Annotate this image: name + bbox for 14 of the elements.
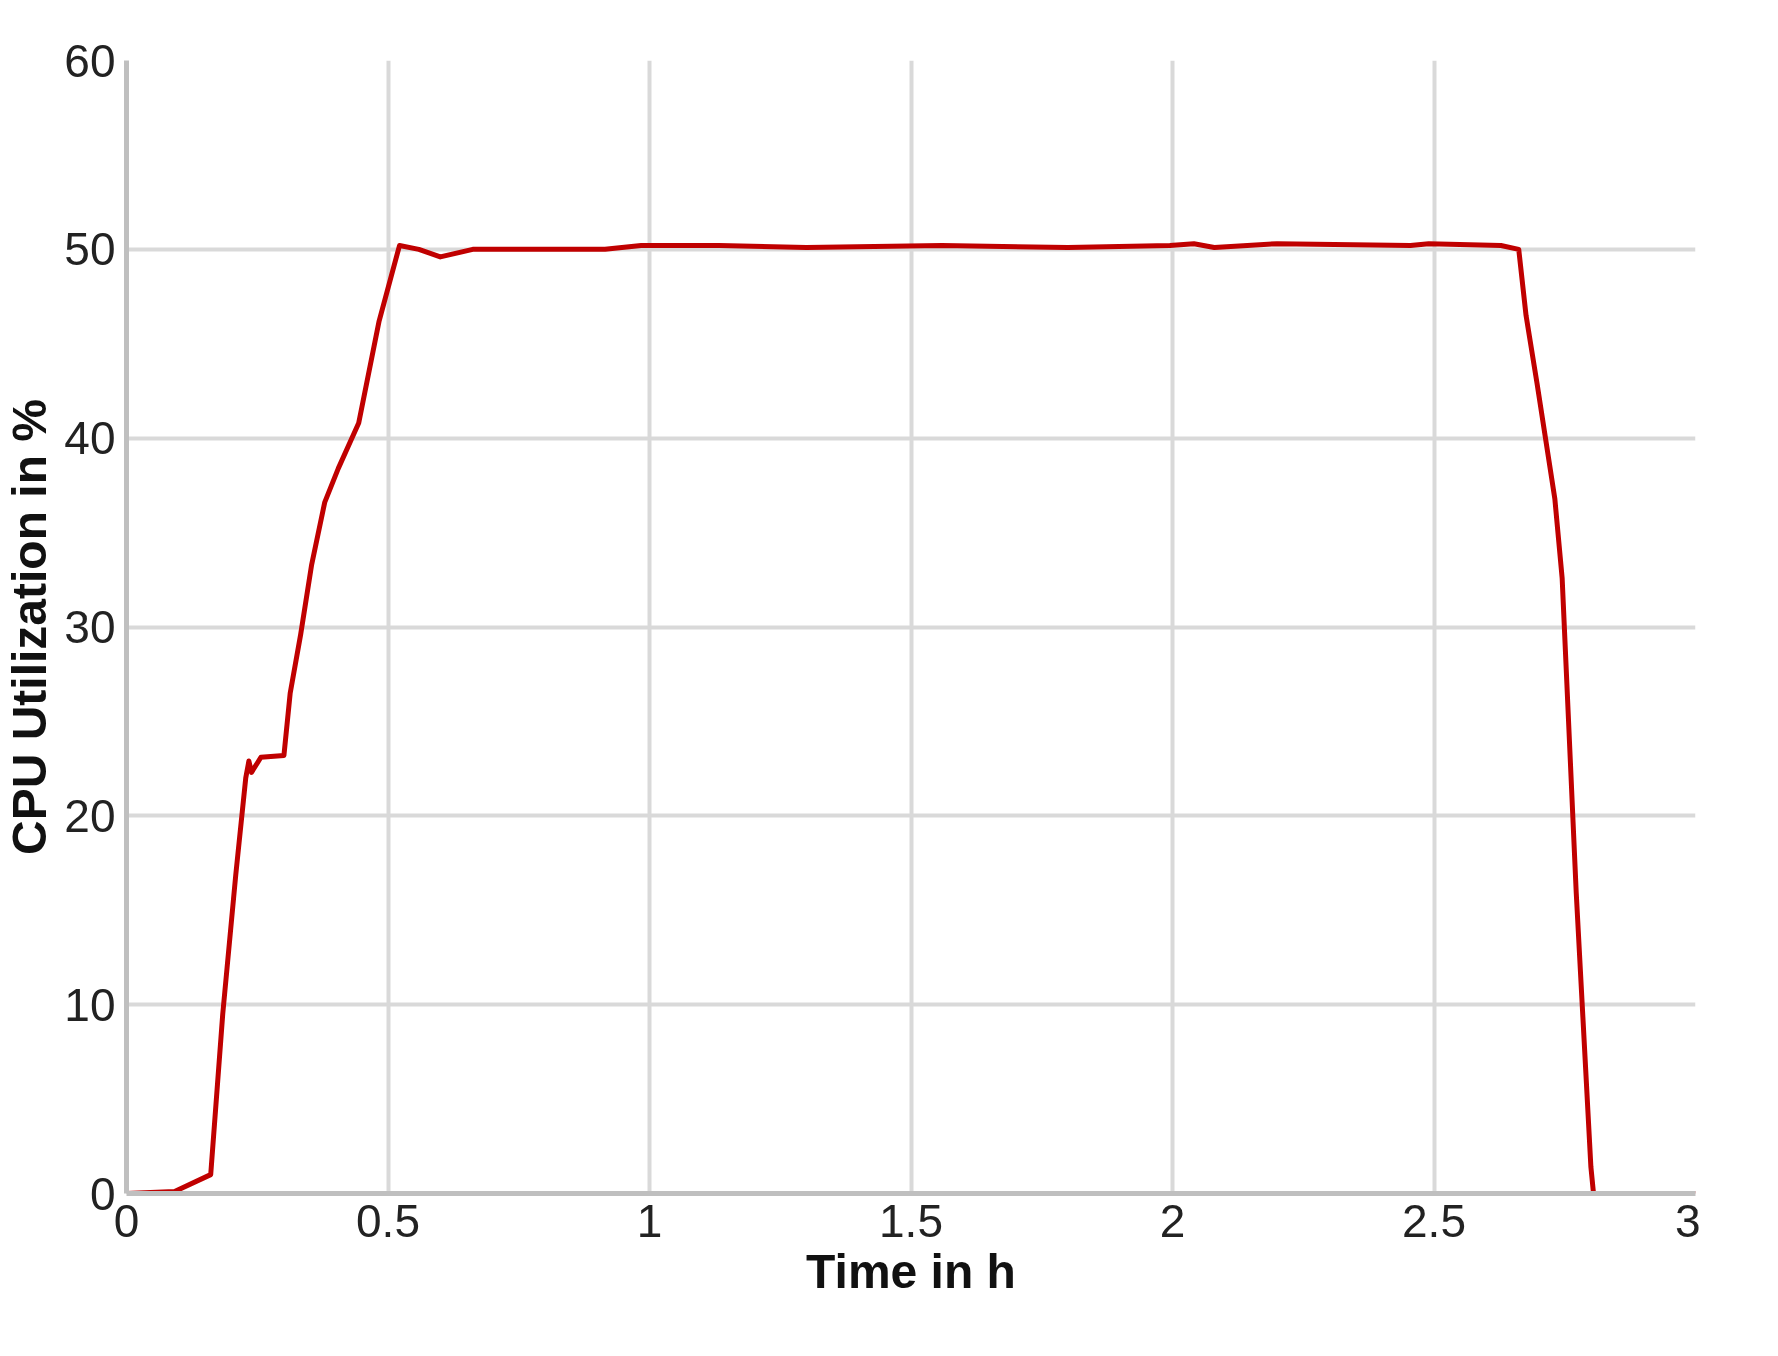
x-tick-label: 2 xyxy=(1159,1194,1186,1247)
x-axis-title: Time in h xyxy=(806,1244,1016,1298)
x-tick-label: 1 xyxy=(636,1194,663,1247)
y-tick-label: 60 xyxy=(64,34,116,87)
x-tick-label: 0.5 xyxy=(356,1194,420,1247)
y-axis-title: CPU Utilization in % xyxy=(3,399,57,855)
y-tick-label: 10 xyxy=(64,978,116,1031)
y-tick-label: 40 xyxy=(64,412,116,465)
x-tick-label: 1.5 xyxy=(879,1194,943,1247)
x-tick-label: 3 xyxy=(1674,1194,1701,1247)
x-tick-label: 2.5 xyxy=(1402,1194,1466,1247)
y-tick-label: 30 xyxy=(64,601,116,653)
y-tick-label: 50 xyxy=(64,223,116,276)
y-tick-label: 20 xyxy=(64,789,116,842)
